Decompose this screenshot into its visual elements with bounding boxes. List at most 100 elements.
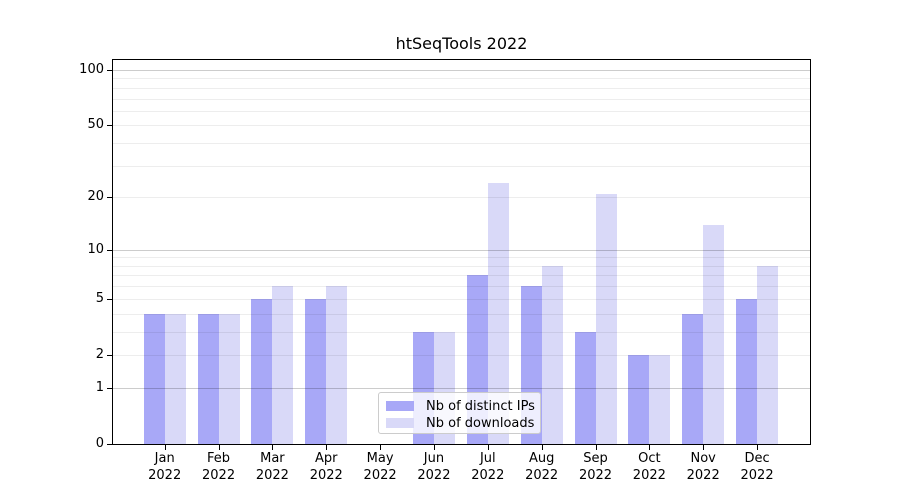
bar-downloads-aug — [541, 265, 563, 444]
y-tick-label-20: 20 — [87, 189, 104, 205]
x-tick-aug — [541, 444, 543, 450]
minor-gridline-4 — [113, 313, 810, 315]
legend-item-distinct-ips: Nb of distinct IPs — [386, 398, 535, 414]
bar-downloads-nov — [703, 224, 725, 444]
x-label-month: Oct — [638, 451, 661, 466]
x-label-month: Aug — [528, 451, 555, 466]
minor-gridline-8 — [113, 265, 810, 267]
legend-swatch-downloads-icon — [386, 418, 414, 428]
minor-gridline-90 — [113, 78, 810, 80]
legend-item-downloads: Nb of downloads — [386, 415, 535, 431]
x-tick-mar — [272, 444, 274, 450]
x-label-month: Nov — [690, 451, 716, 466]
x-tick-label-jul: Jul 2022 — [460, 450, 516, 484]
bar-ips-mar — [251, 298, 273, 444]
x-label-month: Jul — [479, 451, 496, 466]
y-tick-50 — [107, 125, 113, 127]
x-tick-label-dec: Dec 2022 — [729, 450, 785, 484]
bar-ips-nov — [682, 313, 704, 444]
minor-gridline-6 — [113, 286, 810, 288]
x-tick-jan — [164, 444, 166, 450]
x-label-year: 2022 — [417, 468, 451, 483]
bar-ips-dec — [736, 298, 758, 444]
y-tick-label-50: 50 — [87, 117, 104, 133]
y-tick-label-1: 1 — [95, 379, 104, 395]
x-label-month: Jan — [154, 451, 175, 466]
minor-gridline-9 — [113, 257, 810, 259]
x-tick-oct — [649, 444, 651, 450]
bar-downloads-feb — [218, 313, 240, 444]
x-tick-jul — [487, 444, 489, 450]
legend-swatch-distinct-ips-icon — [386, 401, 414, 411]
x-tick-label-jan: Jan 2022 — [137, 450, 193, 484]
bar-downloads-apr — [326, 286, 348, 444]
y-tick-label-2: 2 — [95, 346, 104, 362]
x-label-year: 2022 — [740, 468, 774, 483]
x-label-month: Dec — [744, 451, 770, 466]
x-tick-label-sep: Sep 2022 — [568, 450, 624, 484]
bar-ips-feb — [197, 313, 219, 444]
bar-ips-sep — [574, 331, 596, 444]
x-tick-label-nov: Nov 2022 — [675, 450, 731, 484]
minor-gridline-20 — [113, 197, 810, 199]
y-tick-100 — [107, 69, 113, 71]
x-tick-label-aug: Aug 2022 — [514, 450, 570, 484]
x-tick-label-feb: Feb 2022 — [191, 450, 247, 484]
legend-label-downloads: Nb of downloads — [426, 415, 535, 431]
x-label-month: Mar — [260, 451, 285, 466]
legend-label-distinct-ips: Nb of distinct IPs — [426, 398, 535, 414]
bar-downloads-mar — [272, 286, 294, 444]
bar-downloads-jan — [164, 313, 186, 444]
y-tick-2 — [107, 354, 113, 356]
x-tick-dec — [757, 444, 759, 450]
x-tick-label-may: May 2022 — [352, 450, 408, 484]
y-tick-label-10: 10 — [87, 241, 104, 257]
x-tick-label-oct: Oct 2022 — [621, 450, 677, 484]
bar-ips-oct — [628, 354, 650, 444]
x-tick-apr — [326, 444, 328, 450]
grid-layer — [113, 60, 810, 444]
x-label-year: 2022 — [309, 468, 343, 483]
minor-gridline-80 — [113, 87, 810, 89]
x-tick-label-jun: Jun 2022 — [406, 450, 462, 484]
x-label-month: May — [366, 451, 394, 466]
chart-title: htSeqTools 2022 — [395, 34, 528, 53]
x-label-year: 2022 — [525, 468, 559, 483]
x-tick-may — [380, 444, 382, 450]
major-gridline-1 — [113, 387, 810, 389]
y-tick-1 — [107, 387, 113, 389]
plot-area — [112, 59, 811, 445]
y-tick-20 — [107, 197, 113, 199]
major-gridline-100 — [113, 69, 810, 71]
y-tick-label-5: 5 — [95, 290, 104, 306]
minor-gridline-5 — [113, 298, 810, 300]
x-label-year: 2022 — [255, 468, 289, 483]
x-label-year: 2022 — [632, 468, 666, 483]
x-tick-jun — [433, 444, 435, 450]
x-label-year: 2022 — [202, 468, 236, 483]
x-label-month: Sep — [583, 451, 608, 466]
x-label-year: 2022 — [686, 468, 720, 483]
y-tick-10 — [107, 249, 113, 251]
bar-downloads-oct — [649, 354, 671, 444]
x-label-year: 2022 — [471, 468, 505, 483]
x-tick-sep — [595, 444, 597, 450]
major-gridline-10 — [113, 249, 810, 251]
y-tick-label-0: 0 — [95, 436, 104, 451]
x-label-month: Feb — [207, 451, 231, 466]
x-tick-nov — [703, 444, 705, 450]
bar-downloads-jul — [487, 183, 509, 444]
minor-gridline-2 — [113, 354, 810, 356]
minor-gridline-70 — [113, 98, 810, 100]
bar-ips-apr — [305, 298, 327, 444]
minor-gridline-7 — [113, 275, 810, 277]
x-label-year: 2022 — [578, 468, 613, 483]
minor-gridline-40 — [113, 143, 810, 145]
x-tick-label-mar: Mar 2022 — [244, 450, 300, 484]
y-tick-5 — [107, 298, 113, 300]
bar-downloads-dec — [757, 265, 779, 444]
x-tick-label-apr: Apr 2022 — [298, 450, 354, 484]
x-label-month: Apr — [315, 451, 338, 466]
minor-gridline-30 — [113, 165, 810, 167]
